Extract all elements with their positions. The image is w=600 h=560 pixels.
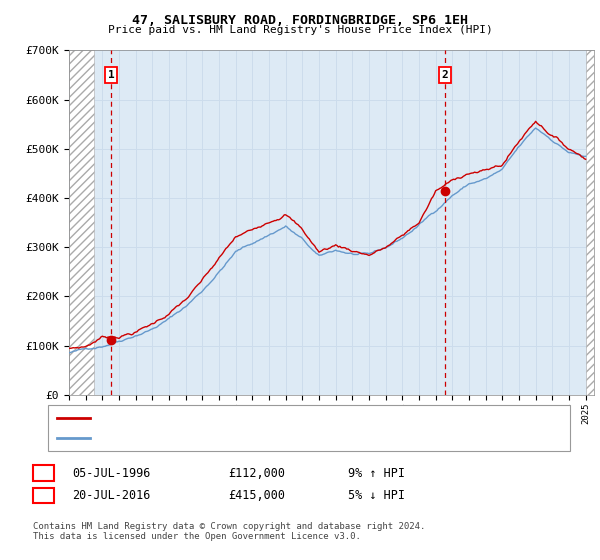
Text: 5% ↓ HPI: 5% ↓ HPI [348,489,405,502]
Text: £112,000: £112,000 [228,466,285,480]
Text: HPI: Average price, detached house, New Forest: HPI: Average price, detached house, New … [96,433,383,443]
Text: 1: 1 [40,466,47,480]
Text: 2: 2 [40,489,47,502]
Text: Contains HM Land Registry data © Crown copyright and database right 2024.
This d: Contains HM Land Registry data © Crown c… [33,522,425,542]
Bar [586,50,594,395]
Text: £415,000: £415,000 [228,489,285,502]
Bar [69,50,94,395]
Text: 2: 2 [441,70,448,80]
Text: 1: 1 [108,70,115,80]
Text: 47, SALISBURY ROAD, FORDINGBRIDGE, SP6 1EH: 47, SALISBURY ROAD, FORDINGBRIDGE, SP6 1… [132,14,468,27]
Text: Price paid vs. HM Land Registry's House Price Index (HPI): Price paid vs. HM Land Registry's House … [107,25,493,35]
Text: 9% ↑ HPI: 9% ↑ HPI [348,466,405,480]
Text: 47, SALISBURY ROAD, FORDINGBRIDGE, SP6 1EH (detached house): 47, SALISBURY ROAD, FORDINGBRIDGE, SP6 1… [96,413,465,423]
Text: 05-JUL-1996: 05-JUL-1996 [72,466,151,480]
Text: 20-JUL-2016: 20-JUL-2016 [72,489,151,502]
